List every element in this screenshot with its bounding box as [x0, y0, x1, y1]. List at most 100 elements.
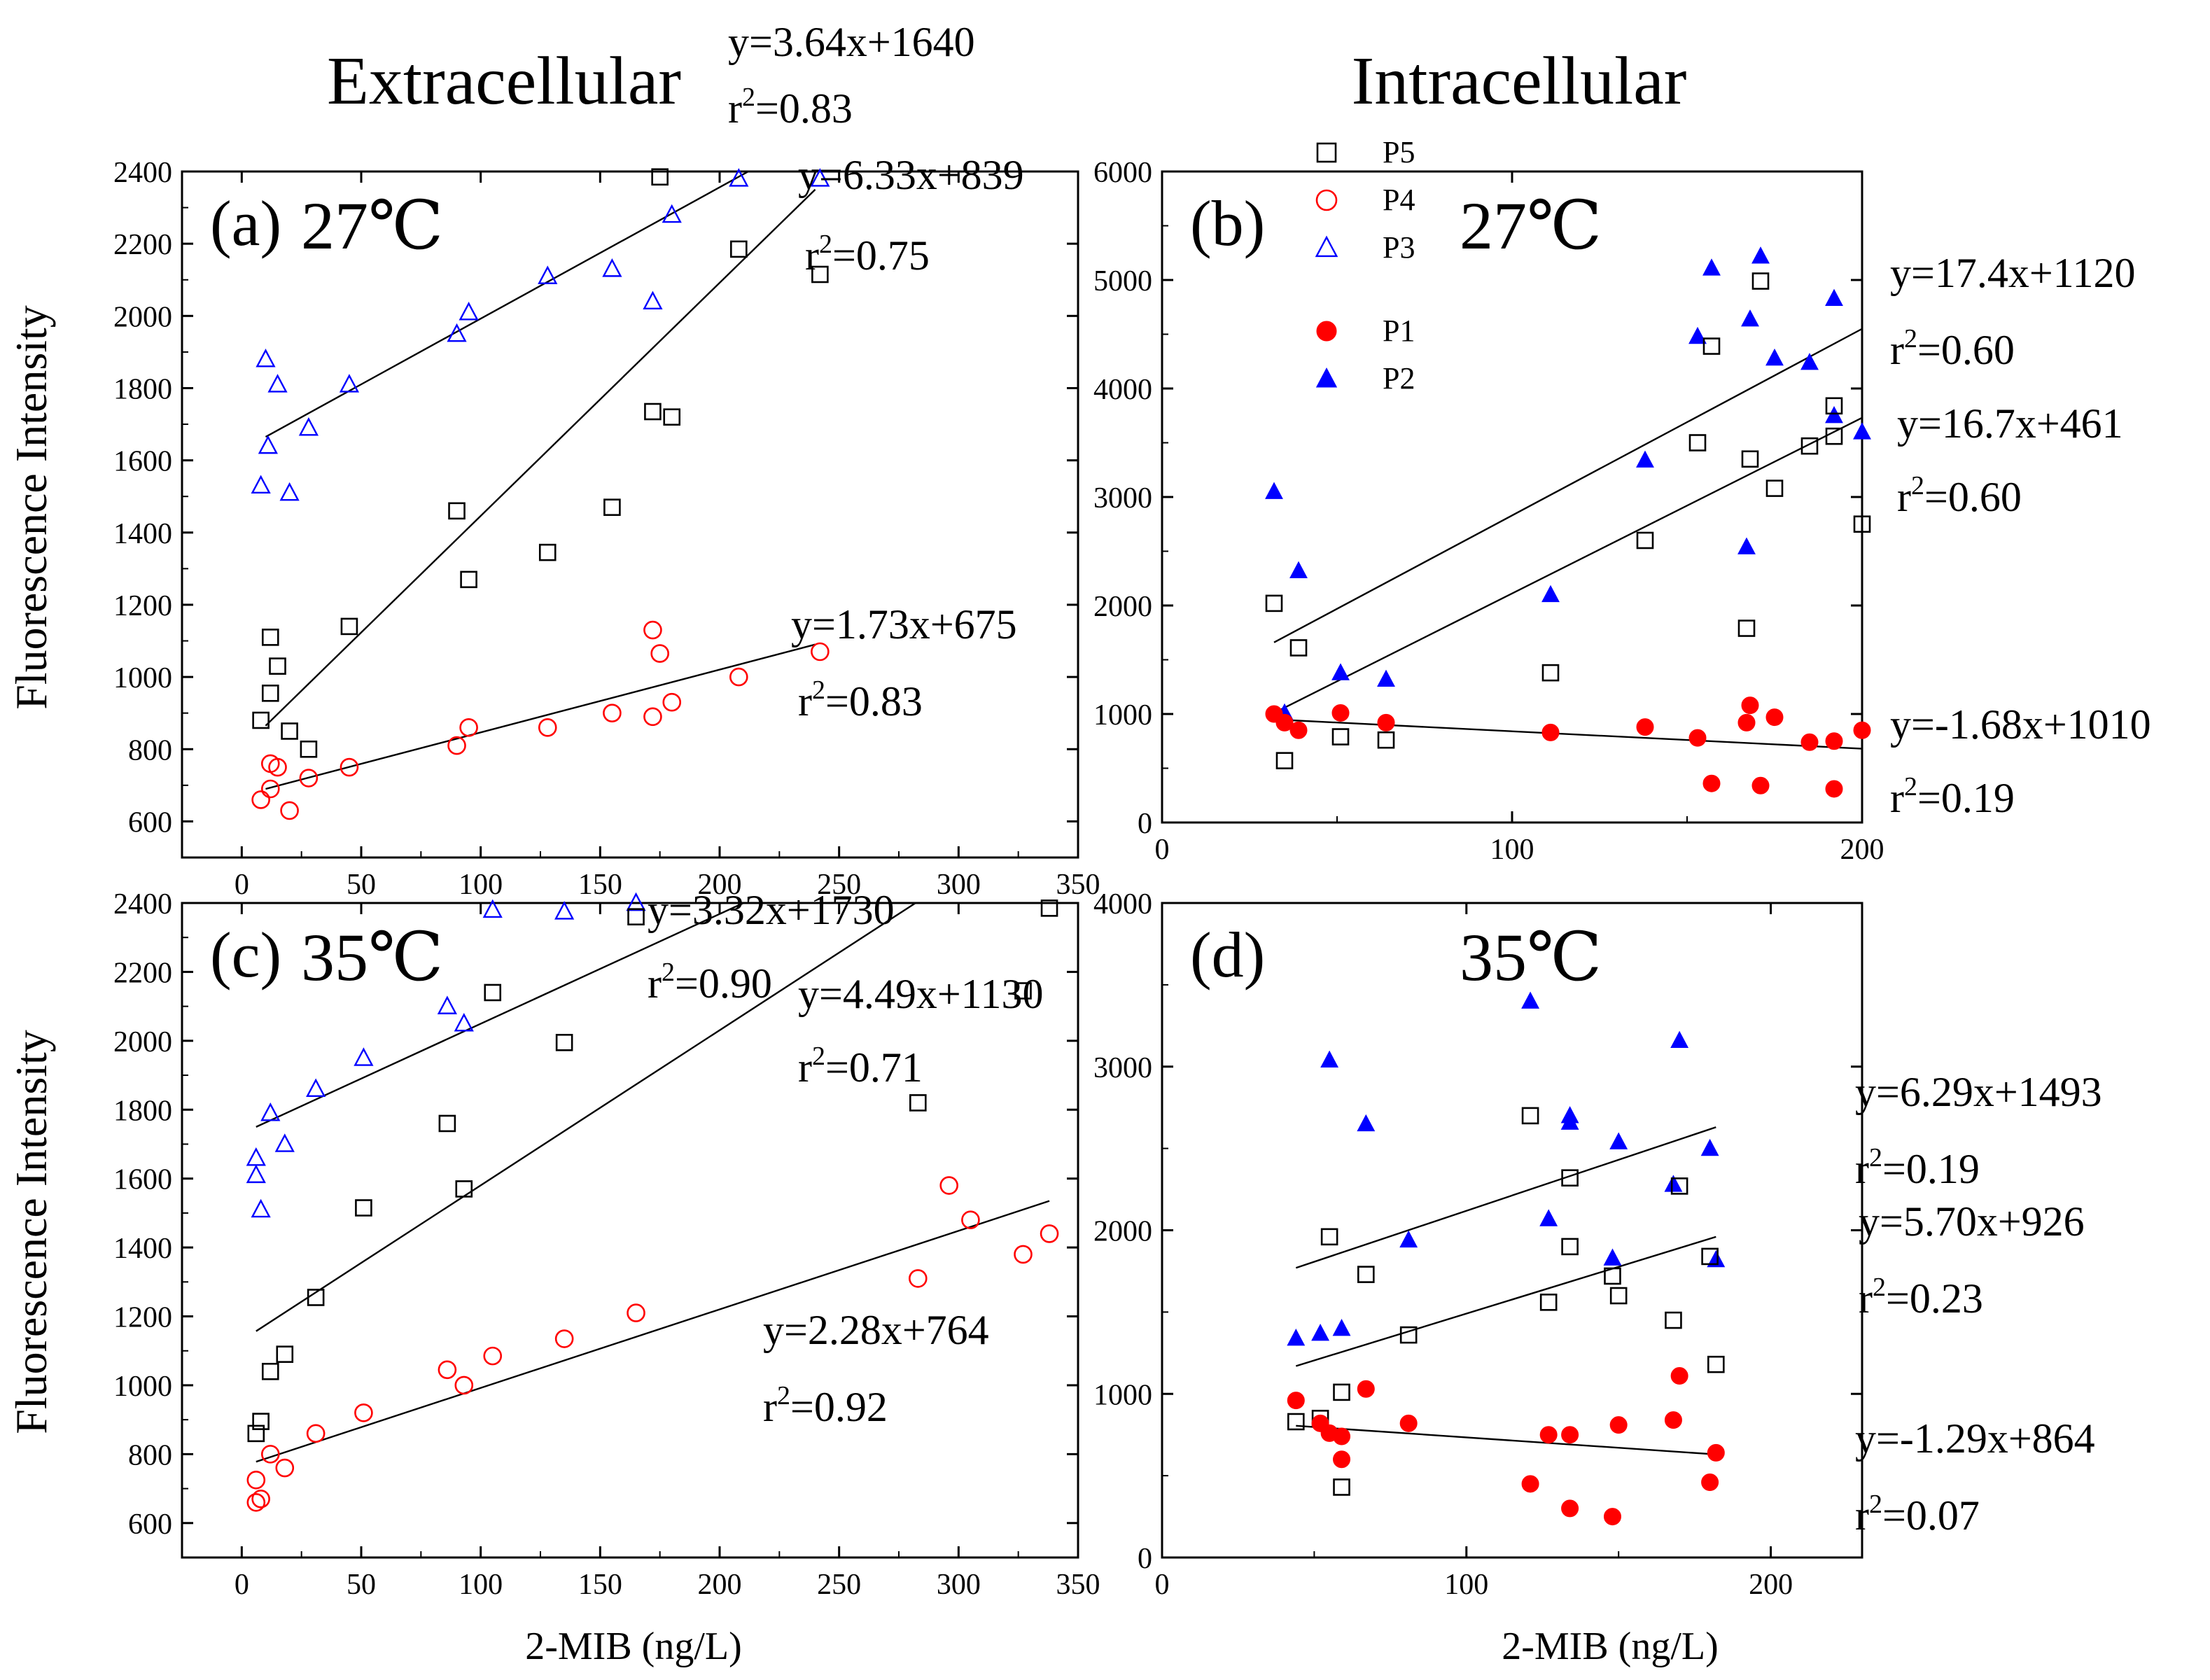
- y-tick-label: 3000: [1093, 1052, 1152, 1084]
- data-point-p4: [811, 642, 830, 662]
- data-point-p2: [1700, 1138, 1719, 1156]
- data-point-p3: [298, 417, 319, 436]
- xlabel-right: 2-MIB (ng/L): [1502, 1625, 1719, 1668]
- y-tick-label: 5000: [1093, 265, 1152, 298]
- data-point-p3: [643, 290, 663, 310]
- fit-equation: y=16.7x+461: [1897, 400, 2123, 447]
- y-tick-label: 1400: [113, 518, 172, 550]
- x-tick-label: 0: [1155, 834, 1170, 866]
- series-p1: [1287, 1367, 1725, 1526]
- data-point-p5: [307, 1289, 325, 1306]
- fit-line-3: [1273, 718, 1863, 750]
- x-tick-label: 300: [937, 1569, 981, 1601]
- data-point-p3: [602, 258, 622, 277]
- legend-item-p3: P3: [1315, 230, 1415, 265]
- y-tick-label: 2200: [113, 957, 172, 989]
- legend-item-p4: P4: [1315, 183, 1415, 217]
- data-point-p2: [1664, 1175, 1683, 1192]
- data-point-p5: [340, 617, 358, 636]
- x-tick-label: 200: [1840, 834, 1884, 866]
- y-tick-label: 3000: [1093, 482, 1152, 514]
- panel-label: (a): [210, 188, 281, 259]
- y-tick-label: 800: [128, 734, 172, 766]
- data-point-p1: [1287, 1392, 1305, 1410]
- y-tick-label: 800: [128, 1439, 172, 1471]
- data-point-p5: [281, 722, 298, 740]
- data-point-p2: [1289, 561, 1308, 579]
- legend-item-p5: P5: [1316, 135, 1415, 169]
- data-point-p5: [252, 711, 270, 729]
- header-intracellular: Intracellular: [1352, 43, 1687, 119]
- fit-r2: r2=0.83: [728, 83, 853, 132]
- data-point-p2: [1331, 663, 1350, 680]
- data-point-p5: [1289, 639, 1308, 657]
- fit-line-3: [256, 1200, 1050, 1463]
- data-point-p5: [1670, 1177, 1688, 1195]
- x-tick-label: 100: [1490, 834, 1534, 866]
- data-point-p4: [961, 1210, 980, 1230]
- data-point-p5: [247, 1424, 265, 1443]
- fit-equation: y=-1.29x+864: [1855, 1415, 2095, 1462]
- fit-r2: r2=0.60: [1897, 471, 2022, 520]
- data-point-p1: [1825, 780, 1843, 798]
- data-point-p4: [627, 1303, 645, 1322]
- data-point-p3: [258, 435, 278, 454]
- data-point-p4: [939, 1176, 958, 1195]
- y-tick-label: 2400: [113, 157, 172, 189]
- data-point-p5: [1604, 1267, 1621, 1285]
- series-p5: [247, 899, 1058, 1443]
- series-p4: [246, 1176, 1059, 1512]
- data-point-p4: [299, 769, 319, 788]
- data-point-p5: [252, 1413, 270, 1430]
- data-point-p5: [448, 502, 466, 520]
- data-point-p4: [306, 1424, 326, 1443]
- data-point-p2: [1825, 406, 1843, 424]
- data-point-p1: [1636, 718, 1654, 736]
- data-point-p4: [354, 1404, 373, 1422]
- data-point-p1: [1751, 776, 1770, 794]
- data-point-p5: [1287, 1413, 1305, 1431]
- data-point-p3: [354, 1047, 374, 1066]
- data-point-p1: [1707, 1443, 1725, 1462]
- data-point-p5: [663, 408, 681, 426]
- data-point-p1: [1688, 729, 1707, 747]
- y-tick-label: 1800: [113, 1095, 172, 1127]
- fit-equation: y=-1.68x+1010: [1890, 701, 2151, 748]
- x-tick-label: 350: [1056, 1569, 1100, 1601]
- x-tick-label: 250: [817, 869, 861, 901]
- data-point-p2: [1603, 1248, 1622, 1266]
- fit-equation: y=4.49x+1130: [798, 971, 1043, 1017]
- fit-r2: r2=0.75: [805, 230, 930, 279]
- fit-equation: y=17.4x+1120: [1890, 250, 2135, 296]
- x-tick-label: 0: [235, 1569, 249, 1601]
- data-point-p4: [538, 718, 557, 737]
- x-tick-label: 0: [1155, 1569, 1170, 1601]
- data-point-p5: [909, 1094, 927, 1112]
- panel-temperature: 35℃: [301, 920, 443, 995]
- panel-c: 0 50 100 150 200 250 300 350 600 800 1000 1200 1400 1…: [113, 888, 1100, 1601]
- data-point-p1: [1737, 713, 1756, 732]
- fit-r2: r2=0.71: [798, 1042, 923, 1091]
- data-point-p1: [1603, 1508, 1621, 1526]
- data-point-p5: [1014, 982, 1032, 1000]
- x-tick-label: 0: [235, 869, 249, 901]
- data-point-p4: [650, 644, 669, 663]
- data-point-p3: [626, 892, 646, 911]
- fit-line-2: [1295, 1236, 1716, 1367]
- data-point-p3: [246, 1147, 266, 1166]
- fit-line-1: [256, 902, 744, 1128]
- legend-marker-p3: [1315, 235, 1338, 258]
- data-point-p4: [1014, 1245, 1033, 1264]
- data-point-p2: [1751, 246, 1770, 264]
- data-point-p5: [1561, 1238, 1579, 1256]
- data-point-p5: [1333, 1478, 1350, 1496]
- data-point-p1: [1289, 721, 1308, 739]
- y-tick-label: 1200: [113, 1302, 172, 1334]
- data-point-p4: [438, 1360, 457, 1380]
- legend: P5 P4 P3 P1 P2: [1315, 135, 1415, 396]
- legend-marker-p4: [1315, 189, 1338, 211]
- data-point-p5: [1737, 620, 1756, 637]
- y-tick-label: 600: [128, 1508, 172, 1541]
- fit-line-1: [1295, 1126, 1716, 1269]
